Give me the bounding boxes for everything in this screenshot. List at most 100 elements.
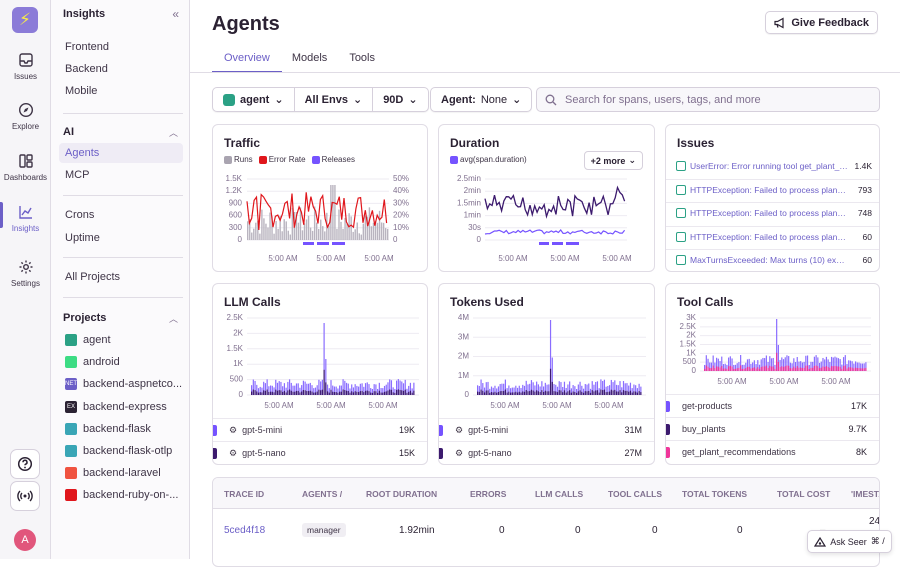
series-bar — [553, 384, 555, 395]
issue-row[interactable]: HTTPException: Failed to process plant r… — [676, 184, 872, 195]
col-timestamp[interactable]: 'IMESTA — [851, 489, 879, 499]
tick-label: 2min — [464, 186, 481, 195]
series-bar — [745, 362, 747, 371]
col-root-duration[interactable]: ROOT DURATION — [366, 489, 438, 499]
series-bar — [352, 392, 355, 395]
issue-row[interactable]: MaxTurnsExceeded: Max turns (10) exceede… — [676, 255, 872, 265]
nav-insights[interactable]: Insights — [0, 202, 51, 233]
sidebar-item-backend[interactable]: Backend — [65, 63, 108, 75]
tab-tools[interactable]: Tools — [349, 52, 375, 64]
legend-avg-duration[interactable]: avg(span.duration) — [450, 155, 527, 164]
series-bar — [299, 387, 301, 395]
series-bar — [717, 366, 719, 371]
col-trace-id[interactable]: TRACE ID — [224, 489, 265, 499]
series-bar — [551, 381, 553, 395]
tool-row[interactable]: get_plant_recommendations 8K — [666, 440, 879, 463]
sidebar-title: Insights — [63, 8, 106, 20]
col-total-tokens[interactable]: TOTAL TOKENS — [682, 489, 748, 499]
project-item[interactable]: EX backend-express — [65, 400, 167, 413]
sidebar-item-crons[interactable]: Crons — [65, 209, 95, 221]
nav-issues[interactable]: Issues — [0, 52, 51, 81]
sentry-logo-icon[interactable]: ⚡ — [12, 7, 38, 33]
project-selector[interactable]: agent ⌄ — [213, 88, 295, 111]
give-feedback-button[interactable]: Give Feedback — [765, 11, 878, 34]
agent-filter[interactable]: Agent: None ⌄ — [430, 87, 533, 112]
date-selector[interactable]: 90D ⌄ — [373, 88, 427, 111]
legend-error-rate[interactable]: Error Rate — [258, 155, 306, 164]
series-bar — [622, 390, 625, 395]
series-bar — [709, 362, 711, 371]
series-bar — [351, 391, 353, 395]
series-bar — [492, 392, 494, 395]
trace-id-link[interactable]: 5ced4f18 — [224, 525, 266, 536]
sidebar-item-agents[interactable]: Agents — [59, 143, 183, 163]
series-bar — [273, 387, 275, 395]
sidebar-item-frontend[interactable]: Frontend — [65, 41, 110, 53]
project-item[interactable]: backend-laravel — [65, 467, 161, 480]
series-bar — [848, 367, 850, 371]
model-row[interactable]: ⚙ gpt-5-mini 31M — [439, 418, 654, 441]
col-agents[interactable]: AGENTS / — [302, 489, 343, 499]
issue-row[interactable]: HTTPException: Failed to process plant r… — [676, 208, 872, 218]
series-bar — [724, 363, 726, 371]
divider — [63, 113, 183, 114]
model-row[interactable]: ⚙ gpt-5-nano 15K — [213, 441, 427, 464]
issue-row[interactable]: HTTPException: Failed to process plant p… — [676, 231, 872, 242]
series-bar — [347, 391, 349, 395]
project-item[interactable]: backend-flask-otlp — [65, 445, 172, 457]
collapse-icon[interactable]: « — [172, 7, 179, 21]
sidebar-item-all-projects[interactable]: All Projects — [65, 271, 121, 283]
series-bar — [588, 383, 590, 395]
legend-runs[interactable]: Runs — [224, 155, 253, 164]
series-bar — [371, 392, 374, 395]
runs-bar — [366, 216, 369, 240]
ask-seer-button[interactable]: Ask Seer ⌘ / — [807, 530, 892, 553]
col-errors[interactable]: ERRORS — [470, 489, 507, 499]
sidebar-item-mobile[interactable]: Mobile — [65, 85, 98, 97]
model-row[interactable]: ⚙ gpt-5-nano 27M — [439, 441, 654, 464]
sidebar-section-ai[interactable]: AI ︿ — [63, 126, 178, 138]
series-bar — [752, 362, 754, 371]
project-item[interactable]: agent — [65, 334, 111, 346]
tool-row[interactable]: buy_plants 9.7K — [666, 417, 879, 440]
tool-row[interactable]: get-products 17K — [666, 394, 879, 417]
col-total-cost[interactable]: TOTAL COST — [777, 489, 831, 499]
issue-count: 60 — [862, 255, 872, 265]
broadcast-button[interactable] — [10, 481, 40, 511]
legend-releases[interactable]: Releases — [311, 155, 355, 164]
environment-selector[interactable]: All Envs ⌄ — [295, 88, 374, 111]
broadcast-icon — [17, 490, 33, 502]
sidebar-section-projects[interactable]: Projects ︿ — [63, 312, 178, 324]
series-bar — [798, 367, 800, 371]
tick-label: 900 — [229, 198, 243, 207]
avatar[interactable]: A — [14, 529, 36, 551]
col-tool-calls[interactable]: TOOL CALLS — [608, 489, 662, 499]
help-button[interactable] — [10, 449, 40, 479]
tab-models[interactable]: Models — [291, 52, 328, 64]
nav-settings[interactable]: Settings — [0, 259, 51, 288]
series-bar — [294, 391, 296, 395]
sidebar-item-mcp[interactable]: MCP — [65, 169, 90, 181]
tool-name: buy_plants — [682, 424, 726, 434]
series-bar — [485, 382, 487, 395]
project-item[interactable]: NET backend-aspnetco... — [65, 378, 182, 391]
series-bar — [818, 368, 821, 371]
sidebar-item-uptime[interactable]: Uptime — [65, 232, 100, 244]
series-bar — [288, 389, 291, 395]
nav-explore[interactable]: Explore — [0, 102, 51, 131]
model-row[interactable]: ⚙ gpt-5-mini 19K — [213, 418, 427, 441]
tick-label: 5:00 AM — [550, 254, 580, 263]
runs-bar — [332, 185, 334, 240]
issue-row[interactable]: UserError: Error running tool get_plant_… — [676, 161, 872, 171]
chevron-down-icon: ⌄ — [352, 94, 363, 106]
nav-dashboards[interactable]: Dashboards — [0, 153, 51, 182]
series-bar — [490, 392, 493, 395]
project-item[interactable]: backend-ruby-on-... — [65, 489, 178, 502]
project-item[interactable]: android — [65, 356, 120, 369]
project-item[interactable]: backend-flask — [65, 422, 151, 435]
col-llm-calls[interactable]: LLM CALLS — [535, 489, 584, 499]
tab-overview[interactable]: Overview — [212, 52, 282, 73]
more-series-button[interactable]: +2 more ⌄ — [583, 151, 643, 170]
search-input[interactable]: Search for spans, users, tags, and more — [536, 87, 880, 112]
series-bar — [283, 383, 285, 395]
